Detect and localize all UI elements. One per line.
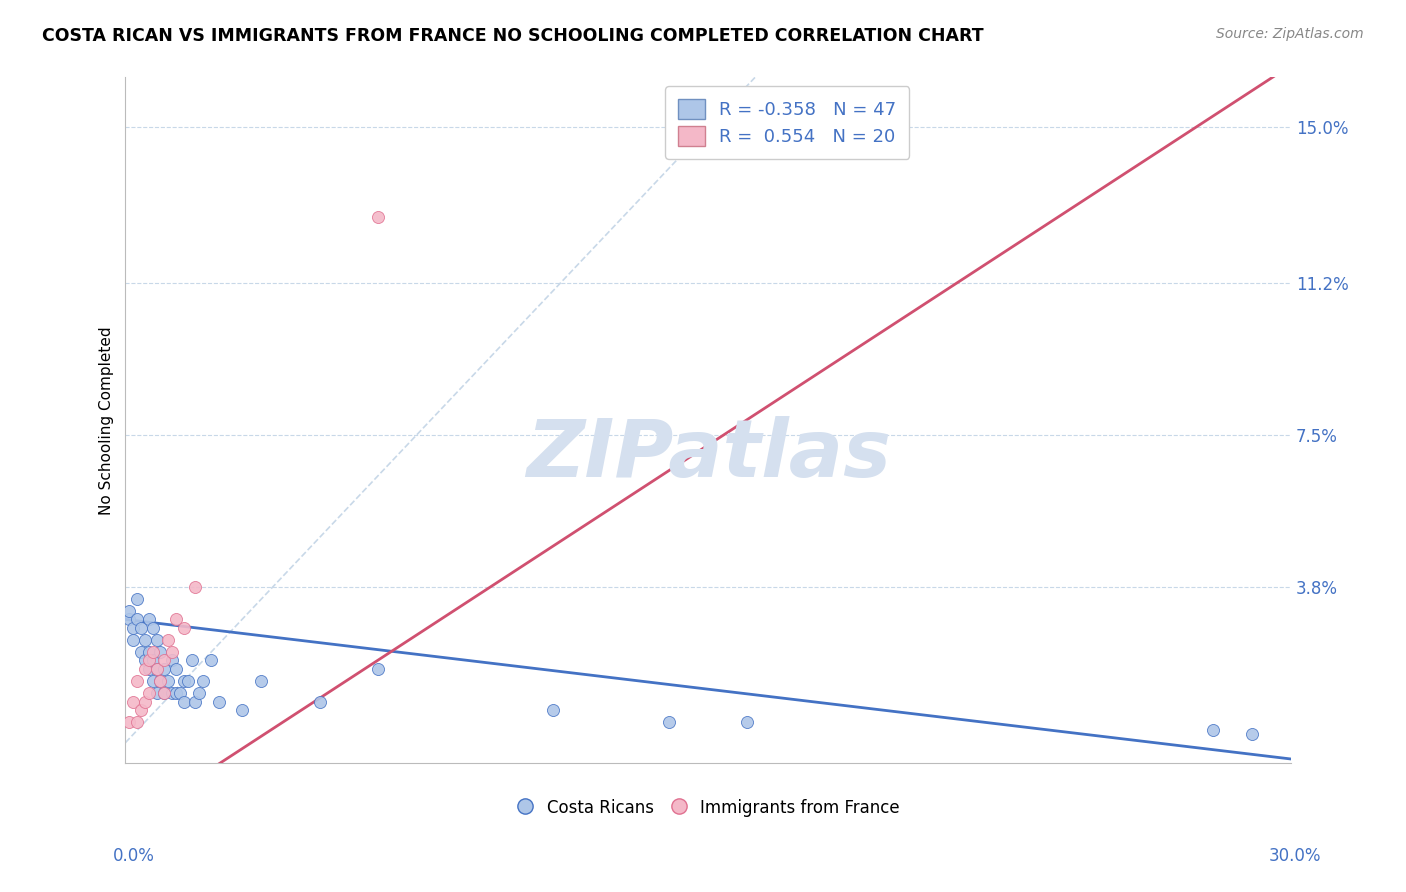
Point — [118, 604, 141, 618]
Point — [145, 662, 167, 676]
Point — [735, 714, 758, 729]
Point — [145, 662, 167, 676]
Point — [122, 632, 145, 647]
Point — [118, 714, 141, 729]
Point — [165, 662, 187, 676]
Point — [184, 694, 207, 708]
Point — [173, 694, 195, 708]
Point — [193, 673, 215, 688]
Point — [367, 210, 389, 224]
Point — [541, 703, 564, 717]
Point — [142, 621, 165, 635]
Point — [160, 686, 183, 700]
Point — [149, 645, 172, 659]
Point — [180, 653, 202, 667]
Point — [165, 612, 187, 626]
Point — [127, 591, 149, 606]
Point — [308, 694, 330, 708]
Point — [1241, 727, 1264, 741]
Point — [169, 686, 191, 700]
Point — [153, 686, 176, 700]
Point — [231, 703, 253, 717]
Point — [188, 686, 211, 700]
Point — [138, 612, 160, 626]
Point — [149, 673, 172, 688]
Point — [173, 621, 195, 635]
Point — [142, 673, 165, 688]
Point — [367, 662, 389, 676]
Point — [134, 694, 156, 708]
Point — [138, 686, 160, 700]
Point — [165, 686, 187, 700]
Point — [153, 653, 176, 667]
Y-axis label: No Schooling Completed: No Schooling Completed — [100, 326, 114, 515]
Point — [127, 612, 149, 626]
Point — [250, 673, 273, 688]
Point — [149, 673, 172, 688]
Point — [127, 673, 149, 688]
Point — [157, 632, 180, 647]
Point — [138, 653, 160, 667]
Point — [145, 686, 167, 700]
Point — [658, 714, 681, 729]
Text: Source: ZipAtlas.com: Source: ZipAtlas.com — [1216, 27, 1364, 41]
Point — [173, 673, 195, 688]
Point — [176, 673, 198, 688]
Point — [1202, 723, 1225, 738]
Point — [153, 662, 176, 676]
Point — [134, 632, 156, 647]
Point — [134, 662, 156, 676]
Point — [138, 645, 160, 659]
Point — [129, 645, 152, 659]
Point — [138, 662, 160, 676]
Point — [129, 703, 152, 717]
Text: ZIPatlas: ZIPatlas — [526, 416, 891, 493]
Point — [145, 632, 167, 647]
Point — [184, 580, 207, 594]
Point — [153, 686, 176, 700]
Point — [134, 653, 156, 667]
Point — [122, 621, 145, 635]
Text: COSTA RICAN VS IMMIGRANTS FROM FRANCE NO SCHOOLING COMPLETED CORRELATION CHART: COSTA RICAN VS IMMIGRANTS FROM FRANCE NO… — [42, 27, 984, 45]
Point — [129, 621, 152, 635]
Point — [127, 714, 149, 729]
Point — [160, 645, 183, 659]
Point — [142, 653, 165, 667]
Legend: Costa Ricans, Immigrants from France: Costa Ricans, Immigrants from France — [510, 792, 907, 823]
Point — [200, 653, 222, 667]
Text: 30.0%: 30.0% — [1270, 847, 1322, 865]
Point — [142, 645, 165, 659]
Point — [208, 694, 231, 708]
Point — [157, 673, 180, 688]
Text: 0.0%: 0.0% — [112, 847, 155, 865]
Point — [160, 653, 183, 667]
Point — [118, 612, 141, 626]
Point — [122, 694, 145, 708]
